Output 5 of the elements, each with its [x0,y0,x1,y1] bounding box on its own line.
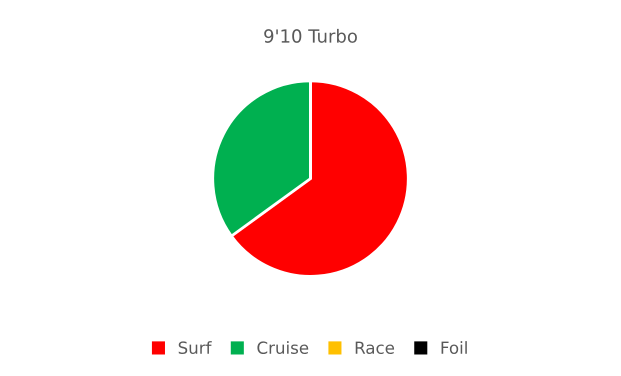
chart-title: 9'10 Turbo [264,28,357,43]
legend-label: Race [356,342,394,354]
legend-label: Surf [178,341,212,354]
legend-label: Cruise [257,341,308,354]
legend-label: Foil [442,341,467,354]
